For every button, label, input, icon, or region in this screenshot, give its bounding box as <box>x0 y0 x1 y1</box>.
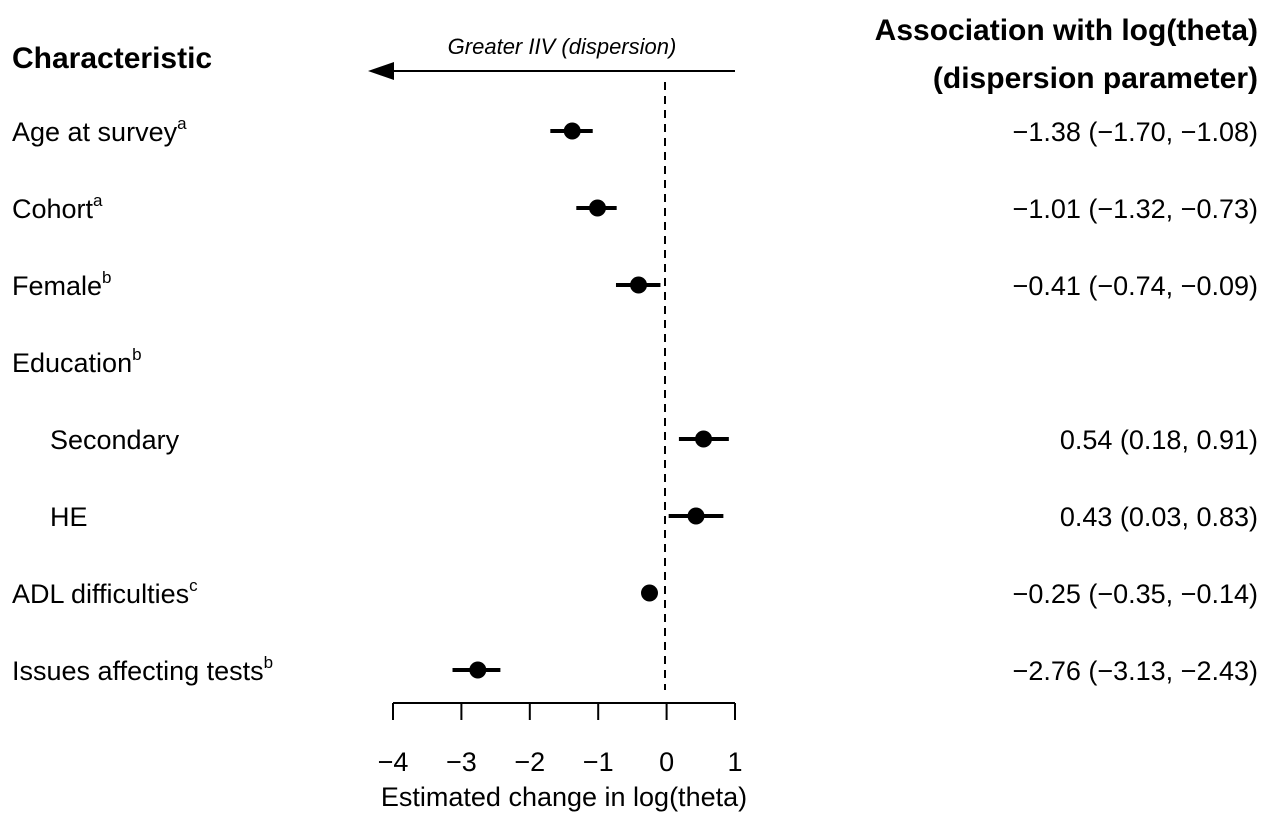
row-label: Secondary <box>50 425 180 455</box>
row-label-text: Female <box>12 271 102 301</box>
forest-row: Secondary 0.54 (0.18, 0.91) <box>50 425 1258 455</box>
row-label-text: Issues affecting tests <box>12 656 264 686</box>
row-label: Age at surveya <box>12 114 187 147</box>
forest-row: HE 0.43 (0.03, 0.83) <box>50 502 1258 532</box>
estimate-text: −1.01 (−1.32, −0.73) <box>1013 194 1258 224</box>
row-label-text: ADL difficulties <box>12 579 189 609</box>
row-label: HE <box>50 502 88 532</box>
point-estimate <box>469 661 487 679</box>
point-estimate <box>589 199 607 217</box>
x-tick-label: −2 <box>514 747 545 777</box>
x-tick-label: −1 <box>583 747 614 777</box>
estimate-header-line1: Association with log(theta) <box>875 14 1258 47</box>
row-label-superscript: c <box>189 576 198 595</box>
estimate-text: 0.54 (0.18, 0.91) <box>1060 425 1258 455</box>
row-label-text: Age at survey <box>12 117 178 147</box>
x-tick-label: 0 <box>659 747 674 777</box>
row-label: Cohorta <box>12 191 103 224</box>
arrow-label: Greater IIV (dispersion) <box>448 34 677 59</box>
row-label-text: Secondary <box>50 425 180 455</box>
row-label-superscript: b <box>102 268 111 287</box>
estimate-header-line2: (dispersion parameter) <box>933 62 1258 95</box>
forest-row: Age at surveya −1.38 (−1.70, −1.08) <box>12 114 1258 147</box>
estimate-text: 0.43 (0.03, 0.83) <box>1060 502 1258 532</box>
point-estimate <box>687 507 705 525</box>
estimate-text: −2.76 (−3.13, −2.43) <box>1013 656 1258 686</box>
x-tick-label: 1 <box>727 747 742 777</box>
x-axis-ticks: −4 −3 −2 −1 0 1 <box>378 703 743 777</box>
estimate-text: −1.38 (−1.70, −1.08) <box>1013 117 1258 147</box>
forest-row: Cohorta −1.01 (−1.32, −0.73) <box>12 191 1258 224</box>
estimate-text: −0.41 (−0.74, −0.09) <box>1013 271 1258 301</box>
forest-row: Educationb <box>12 345 142 378</box>
row-label-superscript: a <box>177 114 187 133</box>
point-estimate <box>630 276 648 294</box>
point-estimate <box>563 122 581 140</box>
row-label-text: Education <box>12 348 132 378</box>
row-label: ADL difficultiesc <box>12 576 198 609</box>
characteristic-header: Characteristic <box>12 42 212 75</box>
row-label-text: HE <box>50 502 88 532</box>
row-label: Femaleb <box>12 268 112 301</box>
x-tick-label: −3 <box>446 747 477 777</box>
rows-group: Age at surveya −1.38 (−1.70, −1.08)Cohort… <box>12 114 1258 686</box>
forest-row: ADL difficultiesc −0.25 (−0.35, −0.14) <box>12 576 1258 609</box>
point-estimate <box>641 584 658 602</box>
row-label: Educationb <box>12 345 142 378</box>
forest-row: Issues affecting testsb −2.76 (−3.13, −2.… <box>12 653 1258 686</box>
row-label-text: Cohort <box>12 194 94 224</box>
x-tick-label: −4 <box>378 747 409 777</box>
estimate-text: −0.25 (−0.35, −0.14) <box>1013 579 1258 609</box>
row-label: Issues affecting testsb <box>12 653 273 686</box>
dispersion-arrow-head <box>368 62 394 80</box>
point-estimate <box>695 430 713 448</box>
x-axis-label: Estimated change in log(theta) <box>381 782 747 812</box>
forest-row: Femaleb −0.41 (−0.74, −0.09) <box>12 268 1258 301</box>
row-label-superscript: b <box>264 653 273 672</box>
row-label-superscript: a <box>93 191 103 210</box>
row-label-superscript: b <box>132 345 141 364</box>
